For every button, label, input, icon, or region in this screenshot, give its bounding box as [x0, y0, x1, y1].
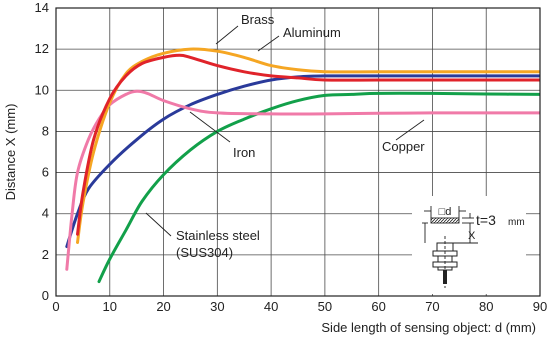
- y-axis-title: Distance X (mm): [3, 104, 18, 201]
- x-tick-label: 60: [371, 299, 385, 314]
- series-label-brass: Brass: [241, 12, 275, 27]
- iron-leader: [189, 111, 231, 143]
- series-labels: Brass Aluminum Iron Copper Stainless ste…: [176, 12, 425, 260]
- inset-thickness-label: t=3: [476, 212, 496, 228]
- aluminum-leader: [257, 35, 280, 52]
- inset-thickness-unit: mm: [508, 217, 525, 228]
- y-tick-label: 8: [42, 123, 49, 138]
- series-label-stainless-grade: (SUS304): [176, 245, 233, 260]
- x-tick-label: 90: [533, 299, 547, 314]
- plot-frame: [55, 7, 541, 297]
- y-tick-label: 0: [42, 288, 49, 303]
- x-axis-title: Side length of sensing object: d (mm): [321, 320, 536, 335]
- series-line-iron: [65, 74, 540, 249]
- y-tick-label: 12: [35, 41, 49, 56]
- stainless-leader: [145, 212, 172, 237]
- brass-leader: [215, 25, 239, 45]
- inset-x-label: X: [468, 230, 476, 242]
- y-tick-label: 14: [35, 0, 49, 15]
- y-tick-label: 6: [42, 165, 49, 180]
- inset-d-label: □d: [439, 206, 452, 218]
- series-label-copper: Copper: [382, 139, 425, 154]
- series-line-aluminum: [76, 53, 540, 236]
- series-line-brass: [76, 47, 540, 244]
- y-tick-label: 10: [35, 82, 49, 97]
- target-plate: [430, 217, 460, 224]
- x-tick-labels: 0 10 20 30 40 50 60 70 80 90: [52, 299, 547, 314]
- x-tick-label: 20: [156, 299, 170, 314]
- copper-leader: [395, 119, 425, 141]
- y-tick-label: 4: [42, 206, 49, 221]
- series-line-stainless-steel-sus304: [65, 89, 540, 271]
- sensor-inset-diagram: □d t=3 mm X: [412, 196, 526, 294]
- label-leaders: [145, 25, 425, 237]
- series-label-aluminum: Aluminum: [283, 25, 341, 40]
- y-tick-labels: 0 2 4 6 8 10 12 14: [35, 0, 49, 303]
- x-tick-label: 70: [425, 299, 439, 314]
- x-tick-label: 50: [318, 299, 332, 314]
- x-tick-label: 30: [210, 299, 224, 314]
- x-tick-label: 0: [52, 299, 59, 314]
- y-tick-label: 2: [42, 247, 49, 262]
- series-label-stainless: Stainless steel: [176, 228, 260, 243]
- series-label-iron: Iron: [233, 145, 255, 160]
- x-tick-label: 80: [479, 299, 493, 314]
- x-tick-label: 10: [103, 299, 117, 314]
- series: [65, 47, 540, 284]
- x-tick-label: 40: [264, 299, 278, 314]
